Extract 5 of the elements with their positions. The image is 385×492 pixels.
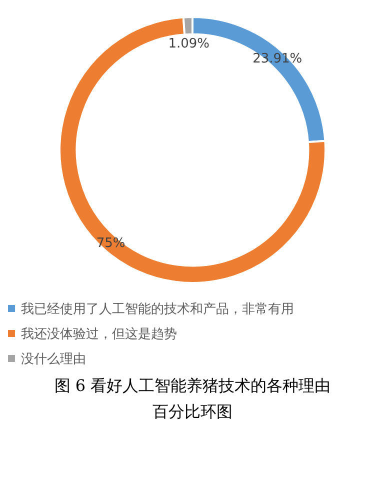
legend-label: 我还没体验过，但这是趋势 xyxy=(21,326,177,342)
legend-label: 没什么理由 xyxy=(21,350,86,368)
data-label: 1.09% xyxy=(168,36,210,52)
text: 图 6 看好人工智能养猪技术的各种理由百分比环图 xyxy=(53,375,332,423)
legend-label: 我已经使用了人工智能的技术和产品，非常有用 xyxy=(21,300,294,318)
